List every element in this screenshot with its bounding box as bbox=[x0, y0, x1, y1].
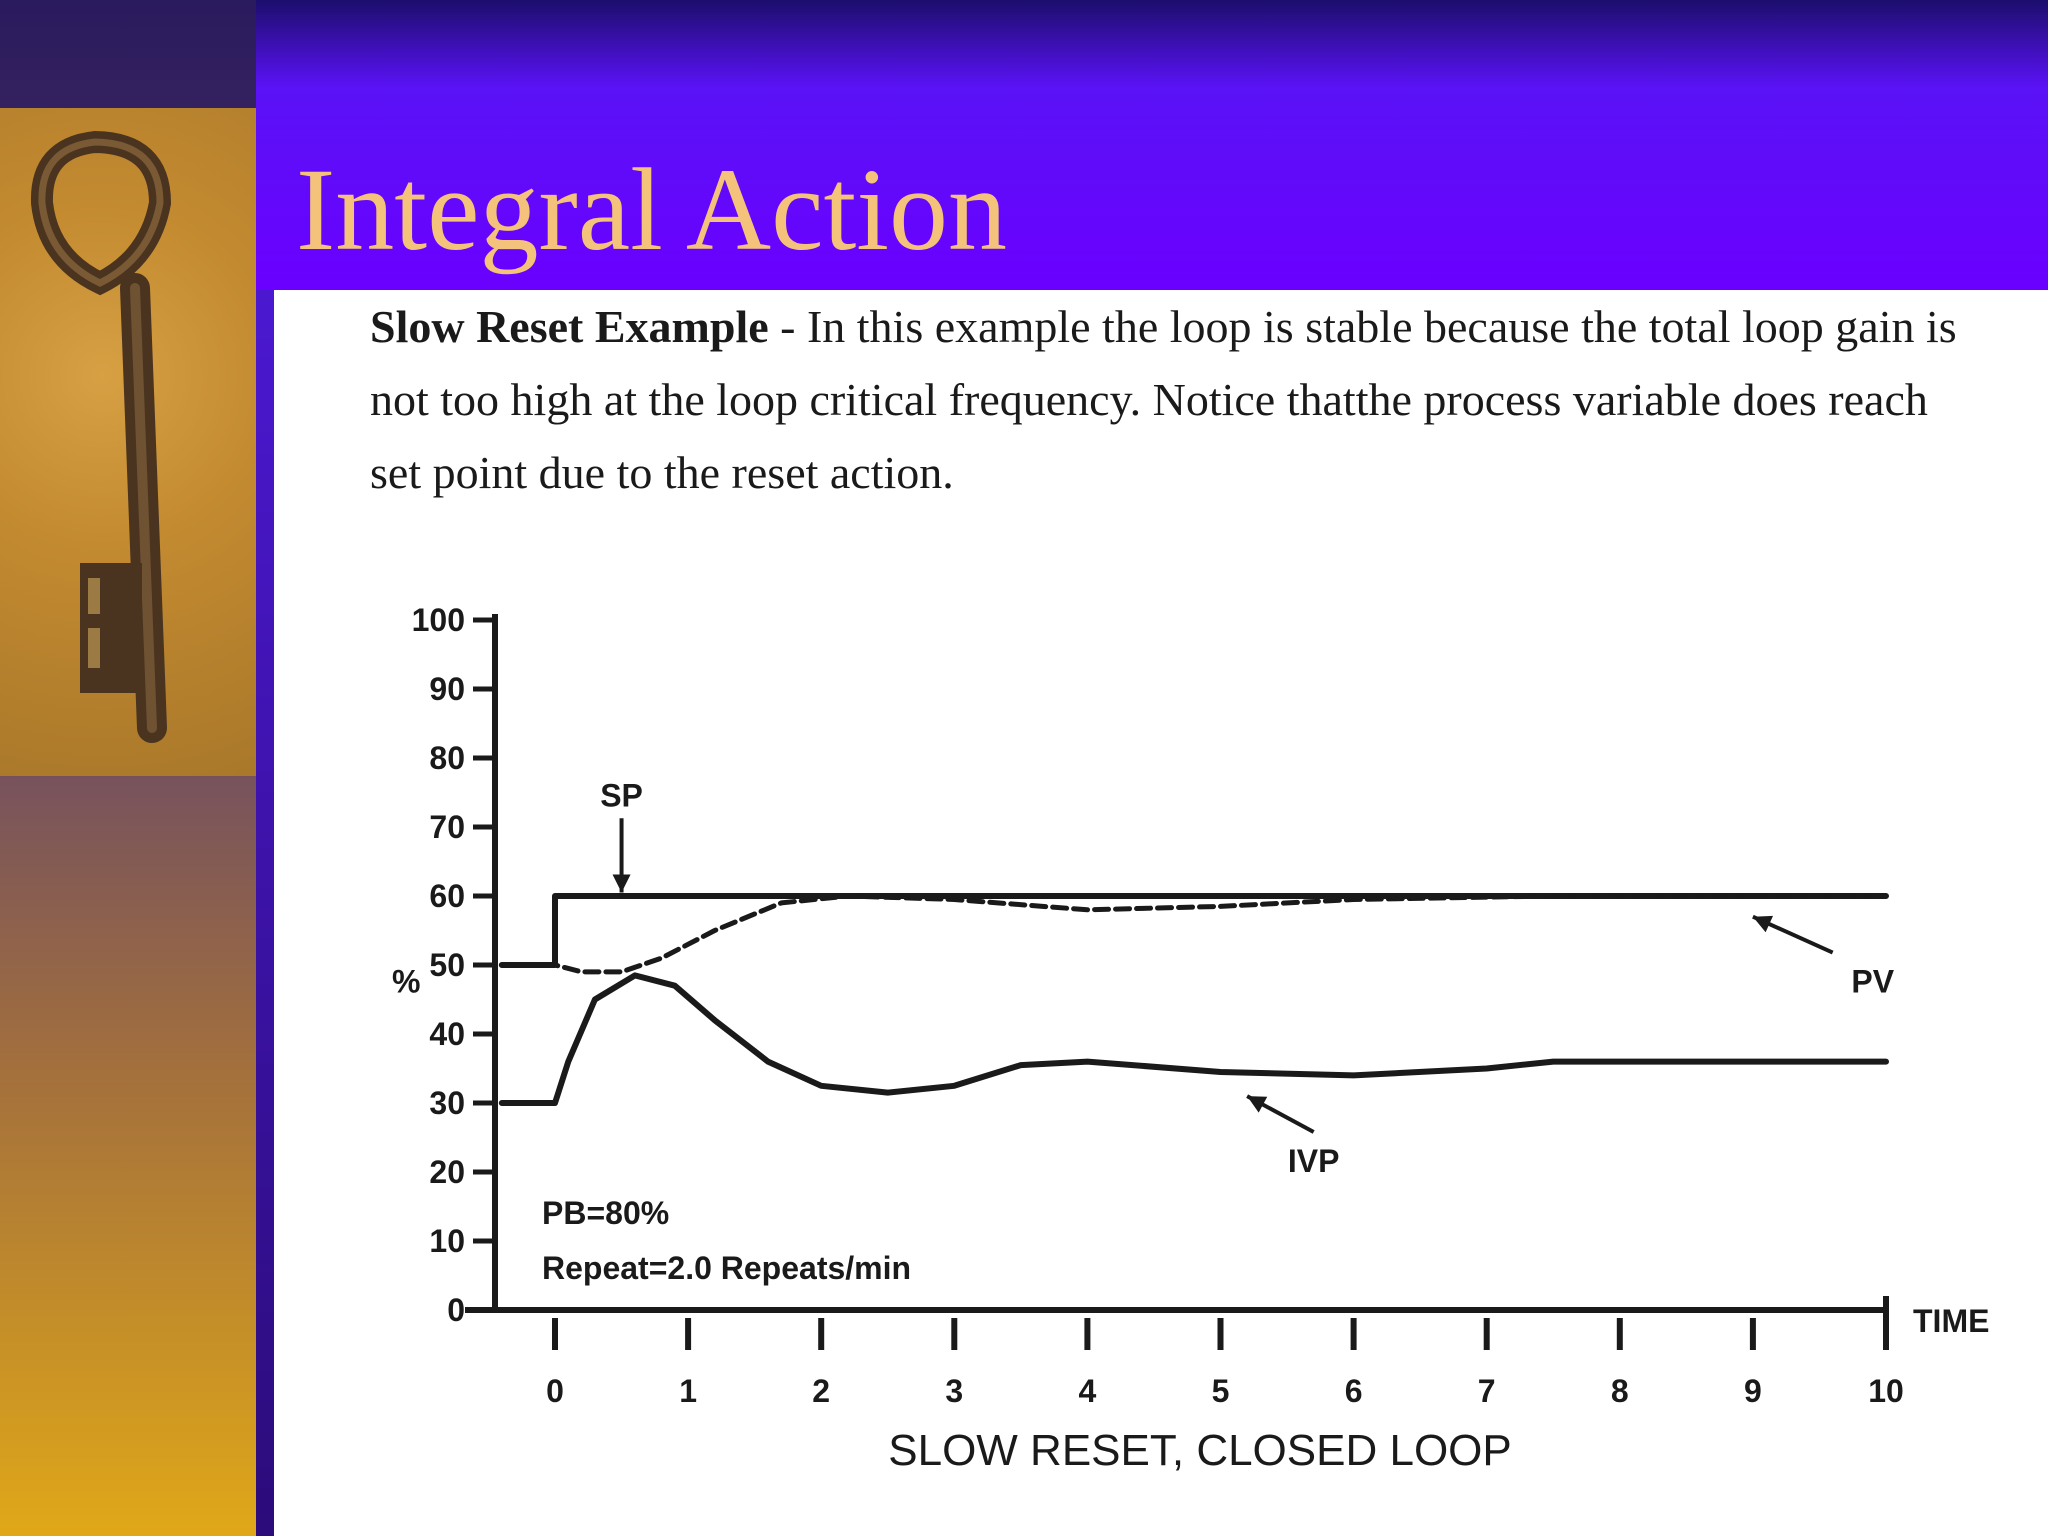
annotation-arrowhead bbox=[612, 874, 631, 893]
annotation-arrowhead bbox=[1247, 1096, 1268, 1113]
description-heading: Slow Reset Example bbox=[370, 301, 769, 352]
x-tick-label: 3 bbox=[945, 1373, 963, 1409]
y-tick-label: 10 bbox=[429, 1223, 465, 1259]
x-tick-label: 7 bbox=[1478, 1373, 1496, 1409]
x-axis-label: TIME bbox=[1913, 1303, 1989, 1339]
y-tick-label: 70 bbox=[429, 809, 465, 845]
ivp-line bbox=[498, 972, 1889, 1106]
annotation-arrowhead bbox=[1752, 915, 1774, 933]
x-tick-label: 5 bbox=[1212, 1373, 1230, 1409]
parameter-repeat: Repeat=2.0 Repeats/min bbox=[542, 1250, 911, 1286]
x-tick-label: 8 bbox=[1611, 1373, 1629, 1409]
description-text: - In this example the loop is stable bec… bbox=[370, 301, 1957, 498]
y-tick-label: 30 bbox=[429, 1085, 465, 1121]
slide-description: Slow Reset Example - In this example the… bbox=[370, 290, 1990, 509]
x-tick-label: 6 bbox=[1345, 1373, 1363, 1409]
slide-title: Integral Action bbox=[296, 144, 1008, 275]
annotation-sp: SP bbox=[600, 777, 643, 813]
y-tick-label: 20 bbox=[429, 1154, 465, 1190]
y-tick-label: 0 bbox=[447, 1292, 465, 1328]
annotation-ivp: IVP bbox=[1288, 1143, 1340, 1179]
pv-line bbox=[499, 893, 1889, 975]
y-tick-label: 60 bbox=[429, 878, 465, 914]
x-tick-label: 1 bbox=[679, 1373, 697, 1409]
old-key-icon bbox=[0, 108, 256, 776]
x-tick-label: 9 bbox=[1744, 1373, 1762, 1409]
divider bbox=[256, 290, 274, 1536]
x-tick-label: 2 bbox=[812, 1373, 830, 1409]
y-tick-label: 50 bbox=[429, 947, 465, 983]
x-tick-label: 4 bbox=[1079, 1373, 1097, 1409]
y-tick-label: 80 bbox=[429, 740, 465, 776]
x-tick-label: 10 bbox=[1868, 1373, 1904, 1409]
title-band bbox=[256, 0, 2048, 290]
parameter-pb: PB=80% bbox=[542, 1195, 669, 1231]
y-tick-label: 90 bbox=[429, 671, 465, 707]
annotation-pv: PV bbox=[1851, 964, 1894, 1000]
chart-title: SLOW RESET, CLOSED LOOP bbox=[888, 1426, 1512, 1475]
y-tick-label: 40 bbox=[429, 1016, 465, 1052]
y-axis-label: % bbox=[392, 964, 420, 1000]
y-tick-label: 100 bbox=[412, 602, 465, 638]
slow-reset-chart: 0 10 20 30 40 50 60 70 80 90 100 0 1 2 3 4 5 6 7 8 9 10% TIME S… bbox=[392, 602, 1989, 1475]
x-tick-label: 0 bbox=[546, 1373, 564, 1409]
